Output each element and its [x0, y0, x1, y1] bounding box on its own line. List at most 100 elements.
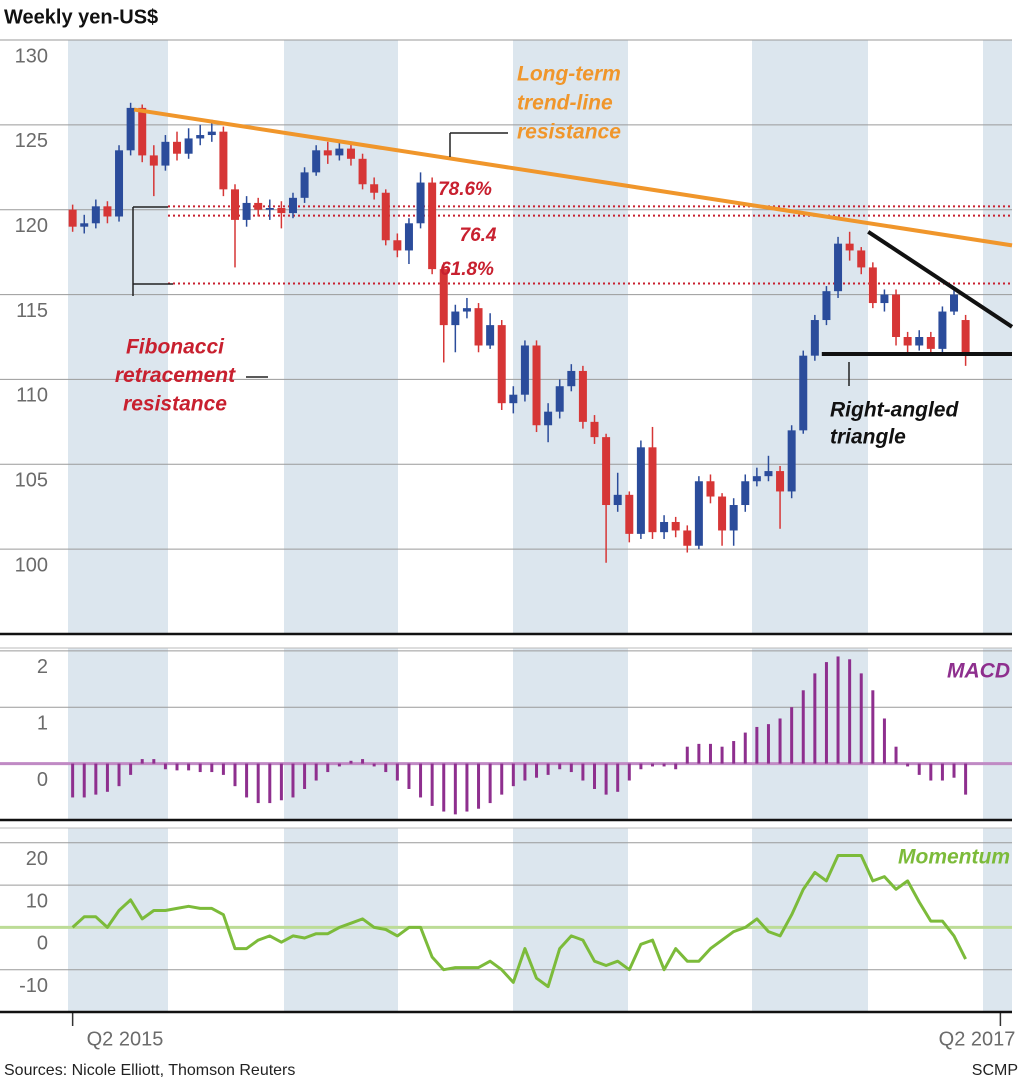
candle-body — [462, 308, 471, 312]
candle-body — [428, 182, 437, 270]
quarter-band — [284, 648, 398, 820]
y-tick-label: 105 — [15, 470, 48, 492]
candle-body — [810, 320, 819, 356]
macd-bar — [627, 763, 631, 781]
macd-bar — [882, 718, 886, 764]
panel-label: Momentum — [898, 846, 1010, 869]
macd-bar — [442, 763, 446, 812]
candle-body — [625, 494, 634, 534]
macd-bar — [500, 763, 504, 795]
candle-body — [764, 471, 773, 477]
macd-bar — [720, 746, 724, 764]
macd-bar — [639, 763, 643, 770]
macd-bar — [175, 763, 179, 771]
candle-body — [741, 481, 750, 506]
x-tick-label: Q2 2015 — [87, 1028, 164, 1050]
triangle-annotation: Right-angled — [830, 399, 959, 422]
candle-body — [892, 294, 901, 337]
candle-body — [683, 530, 692, 546]
quarter-band — [752, 828, 868, 1012]
macd-bar — [372, 763, 376, 767]
macd-bar — [546, 763, 550, 775]
macd-bar — [940, 763, 944, 781]
fib-annotation: resistance — [123, 393, 227, 416]
candle-body — [207, 131, 216, 136]
candle-body — [648, 447, 657, 533]
macd-bar — [859, 673, 863, 764]
candle-body — [335, 148, 344, 156]
macd-bar — [766, 724, 770, 764]
macd-bar — [894, 746, 898, 764]
macd-bar — [279, 763, 283, 801]
candle-body — [718, 496, 727, 531]
macd-bar — [929, 763, 933, 781]
candle-body — [926, 337, 935, 349]
candle-body — [694, 481, 703, 546]
trend-line — [133, 107, 1013, 248]
macd-bar — [708, 743, 712, 764]
candle-body — [509, 394, 518, 404]
quarter-band — [68, 40, 168, 634]
quarter-band — [513, 648, 628, 820]
macd-bar — [419, 763, 423, 798]
candle-body — [486, 325, 495, 346]
candle-body — [370, 184, 379, 193]
candle-body — [961, 320, 970, 353]
macd-bar — [384, 763, 388, 773]
candle-body — [230, 189, 239, 220]
macd-bar — [674, 763, 678, 770]
candle-body — [520, 345, 529, 395]
macd-bar — [871, 690, 875, 764]
macd-bar — [581, 763, 585, 781]
candle-body — [404, 223, 413, 251]
candle-body — [532, 345, 541, 426]
candle-body — [602, 437, 611, 506]
macd-bar — [291, 763, 295, 798]
candle-body — [776, 471, 785, 492]
y-tick-label: 110 — [16, 385, 48, 407]
candle-body — [613, 494, 622, 506]
candle-body — [300, 172, 309, 198]
trend-annotation: trend-line — [517, 92, 613, 115]
macd-bar — [407, 763, 411, 789]
candle-body — [346, 148, 355, 159]
candle-body — [706, 481, 715, 497]
candle-body — [950, 294, 959, 312]
candle-body — [671, 521, 680, 531]
y-tick-label: 1 — [37, 712, 48, 734]
triangle-annotation: triangle — [830, 426, 906, 449]
macd-bar — [140, 759, 144, 764]
candle-body — [555, 386, 564, 412]
candle-body — [68, 209, 77, 227]
y-tick-label: 0 — [37, 769, 48, 791]
candle-body — [660, 521, 669, 533]
macd-bar — [337, 763, 341, 767]
candle-body — [196, 135, 205, 139]
macd-bar — [465, 763, 469, 812]
trend-annotation: resistance — [517, 121, 621, 144]
candle-body — [544, 411, 553, 426]
macd-bar — [233, 763, 237, 787]
macd-bar — [256, 763, 260, 804]
macd-bar — [917, 763, 921, 775]
candle-body — [288, 197, 297, 214]
candle-body — [277, 208, 286, 214]
macd-bar — [755, 726, 759, 764]
quarter-band — [68, 828, 168, 1012]
macd-bar — [303, 763, 307, 789]
candle-body — [729, 505, 738, 531]
macd-bar — [778, 718, 782, 764]
macd-bar — [836, 656, 840, 764]
candle-body — [868, 267, 877, 304]
macd-bar — [952, 763, 956, 778]
candle-body — [416, 182, 425, 224]
candle-body — [138, 107, 147, 156]
candle-body — [393, 240, 402, 251]
macd-bar — [430, 763, 434, 806]
candle-body — [474, 308, 483, 346]
candle-body — [834, 243, 843, 292]
candle-body — [439, 269, 448, 326]
macd-bar — [569, 763, 573, 773]
candle-body — [242, 202, 251, 220]
macd-bar — [685, 746, 689, 764]
